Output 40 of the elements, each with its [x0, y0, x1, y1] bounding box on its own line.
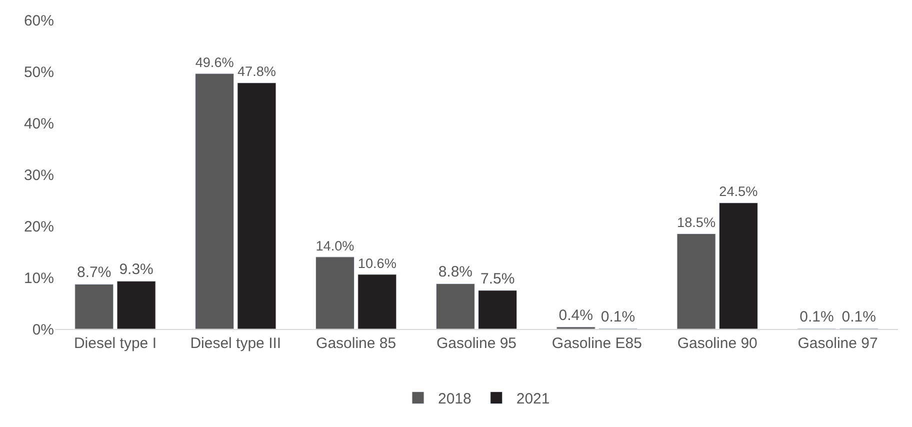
data-label: 10.6%	[358, 256, 396, 271]
x-tick-label: Gasoline 95	[436, 335, 517, 352]
bar	[116, 280, 156, 329]
y-tick-label: 50%	[24, 64, 54, 81]
legend-label: 2018	[438, 390, 472, 408]
bar	[315, 256, 355, 329]
bar	[676, 233, 716, 329]
legend-label: 2021	[516, 390, 550, 408]
data-label: 24.5%	[719, 184, 758, 200]
bar	[237, 82, 276, 329]
data-label: 49.6%	[195, 54, 234, 70]
data-label: 0.4%	[558, 306, 593, 324]
bar	[718, 202, 758, 329]
bar	[436, 283, 475, 329]
x-tick-label: Diesel type III	[190, 335, 282, 352]
data-label: 0.1%	[842, 308, 876, 326]
bar	[478, 290, 518, 329]
data-label: 8.7%	[77, 264, 112, 282]
x-tick-label: Gasoline 85	[316, 335, 396, 352]
y-tick-label: 60%	[24, 12, 54, 30]
data-label: 0.1%	[800, 308, 834, 326]
data-label: 47.8%	[237, 64, 276, 80]
data-label: 7.5%	[480, 270, 515, 288]
y-tick-label: 40%	[24, 115, 54, 132]
data-label: 9.3%	[119, 261, 154, 278]
y-tick-label: 20%	[24, 218, 54, 236]
data-label: 18.5%	[677, 215, 716, 230]
data-label: 8.8%	[438, 264, 473, 281]
x-tick-label: Gasoline E85	[552, 335, 642, 352]
bar	[195, 73, 234, 329]
bar	[74, 284, 114, 329]
data-label: 14.0%	[316, 238, 354, 254]
bar	[358, 274, 397, 329]
y-tick-label: 10%	[24, 270, 54, 287]
y-tick-label: 30%	[24, 166, 54, 184]
data-label: 0.1%	[600, 308, 636, 326]
y-tick-label: 0%	[32, 321, 54, 338]
x-tick-label: Gasoline 90	[677, 335, 758, 352]
x-tick-label: Gasoline 97	[798, 335, 878, 352]
x-tick-label: Diesel type I	[74, 335, 156, 352]
